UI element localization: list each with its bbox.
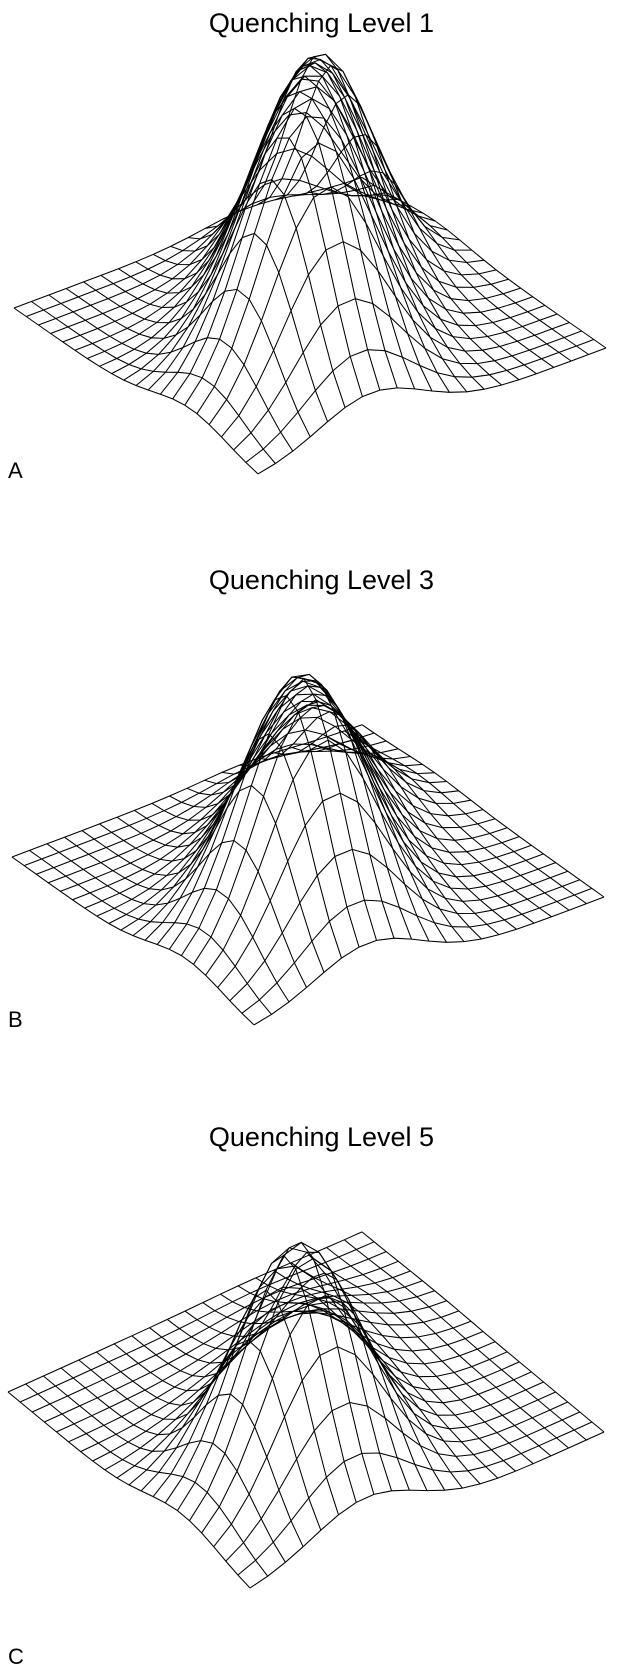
- mesh-line-x-2: [225, 1401, 581, 1562]
- mesh-line-y-0: [7, 1391, 251, 1589]
- mesh-line-x-13: [99, 53, 448, 367]
- mesh-line-y-0: [11, 856, 255, 1026]
- mesh-line-y-3: [65, 288, 311, 438]
- surface-plot-a: [13, 53, 607, 475]
- mesh-line-y-10: [184, 1297, 428, 1491]
- mesh-line-x-1: [241, 887, 593, 1014]
- mesh-line-y-1: [25, 1383, 269, 1577]
- panel-b-title: Quenching Level 3: [208, 565, 435, 595]
- mesh-line-y-5: [99, 733, 342, 959]
- mesh-line-y-2: [46, 843, 290, 1003]
- mesh-line-y-3: [60, 1367, 304, 1547]
- surface-panel-c: Quenching Level 5 C: [0, 1114, 643, 1672]
- mesh-line-y-8: [151, 673, 395, 939]
- mesh-line-y-17: [309, 741, 552, 918]
- mesh-line-x-6: [176, 1241, 532, 1511]
- mesh-line-x-14: [86, 56, 436, 359]
- mesh-line-y-13: [237, 1285, 481, 1485]
- mesh-line-y-6: [118, 137, 363, 397]
- mesh-line-y-1: [29, 849, 272, 1015]
- mesh-line-x-11: [116, 1310, 472, 1479]
- panel-a-title: Quenching Level 1: [208, 8, 435, 38]
- mesh-line-y-18: [327, 187, 572, 362]
- mesh-line-y-2: [48, 294, 294, 452]
- mesh-line-y-16: [292, 134, 537, 375]
- mesh-line-y-19: [343, 1239, 587, 1441]
- panel-b-label: B: [8, 1007, 23, 1032]
- mesh-line-y-15: [273, 1269, 516, 1472]
- mesh-line-x-20: [7, 1231, 363, 1393]
- mesh-line-y-18: [326, 1247, 569, 1449]
- mesh-line-x-11: [120, 693, 471, 931]
- mesh-line-x-1: [245, 339, 594, 463]
- mesh-line-y-19: [344, 182, 589, 355]
- surface-panel-b: Quenching Level 3 B: [0, 557, 643, 1114]
- mesh-line-y-8: [152, 91, 398, 389]
- mesh-line-y-6: [116, 694, 360, 948]
- mesh-line-x-6: [180, 677, 532, 956]
- mesh-line-y-17: [309, 170, 555, 368]
- mesh-line-y-13: [239, 704, 482, 940]
- mesh-line-y-15: [274, 94, 520, 381]
- mesh-line-y-11: [202, 1302, 446, 1491]
- mesh-line-y-14: [257, 64, 502, 386]
- mesh-line-y-20: [361, 176, 607, 349]
- mesh-line-y-2: [43, 1375, 286, 1563]
- mesh-line-y-14: [255, 1277, 499, 1479]
- mesh-line-y-4: [83, 232, 329, 422]
- mesh-line-y-8: [149, 1251, 393, 1491]
- mesh-line-y-16: [290, 1262, 534, 1465]
- surface-plot-c: [7, 1231, 605, 1589]
- panel-c-title: Quenching Level 5: [208, 1122, 435, 1152]
- mesh-line-y-15: [274, 724, 517, 930]
- mesh-line-y-4: [78, 1339, 322, 1531]
- mesh-line-y-3: [64, 836, 307, 988]
- mesh-line-y-9: [169, 680, 412, 940]
- mesh-line-x-1: [237, 1421, 593, 1576]
- mesh-line-y-1: [31, 301, 276, 464]
- mesh-line-y-12: [222, 57, 468, 393]
- surface-panel-a: Quenching Level 1 A: [0, 0, 643, 557]
- mesh-line-y-11: [204, 693, 447, 943]
- mesh-line-y-9: [170, 75, 416, 390]
- mesh-line-y-9: [166, 1272, 410, 1491]
- mesh-line-y-10: [186, 685, 430, 942]
- mesh-line-y-12: [220, 1293, 463, 1489]
- mesh-line-y-14: [256, 711, 500, 936]
- panel-a-label: A: [8, 458, 23, 483]
- mesh-line-y-13: [239, 53, 485, 390]
- mesh-line-y-20: [361, 1231, 605, 1433]
- mesh-line-y-19: [344, 730, 587, 905]
- mesh-line-y-7: [135, 107, 381, 391]
- mesh-line-y-17: [308, 1254, 552, 1457]
- mesh-line-y-11: [205, 62, 450, 393]
- mesh-line-y-4: [81, 784, 325, 973]
- mesh-line-y-10: [187, 64, 433, 392]
- mesh-line-y-16: [291, 739, 535, 924]
- mesh-line-y-20: [361, 724, 605, 898]
- mesh-line-y-7: [131, 1241, 375, 1495]
- panel-c-label: C: [8, 1644, 24, 1669]
- mesh-line-y-0: [13, 307, 259, 475]
- mesh-line-y-5: [100, 178, 346, 408]
- surface-plot-b: [11, 673, 605, 1026]
